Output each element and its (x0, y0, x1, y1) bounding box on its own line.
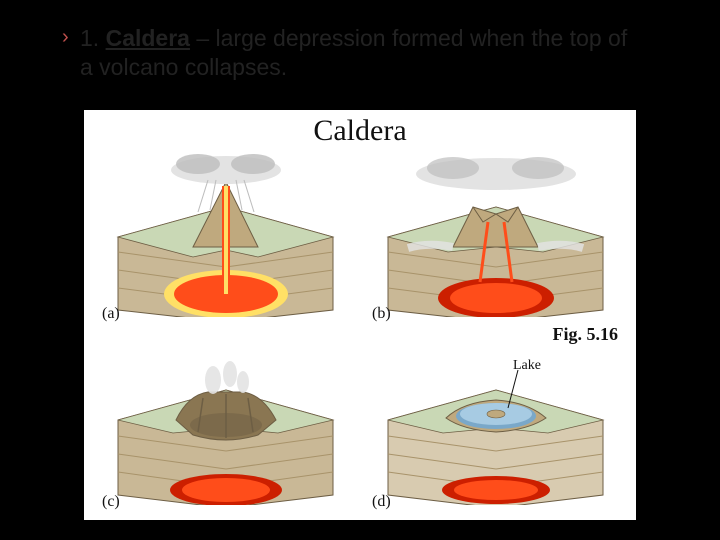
panel-d-label: (d) (372, 493, 391, 511)
panel-c-svg (98, 340, 353, 505)
bullet-term: Caldera (106, 25, 190, 51)
panel-a: (a) (98, 152, 353, 317)
figure-caldera: Caldera (84, 110, 636, 520)
panel-a-label: (a) (102, 305, 120, 323)
lake-label: Lake (513, 358, 541, 374)
bullet-number: 1. (80, 25, 106, 51)
bullet-marker: › (62, 25, 69, 50)
panel-b: (b) (368, 152, 623, 317)
panel-d-svg (368, 340, 623, 505)
panel-a-svg (98, 152, 353, 317)
figure-number: Fig. 5.16 (553, 324, 619, 345)
panel-c-label: (c) (102, 493, 120, 511)
bullet-text-block: › 1. Caldera – large depression formed w… (80, 24, 640, 82)
panel-c: (c) (98, 340, 353, 505)
panel-b-label: (b) (372, 305, 391, 323)
figure-title: Caldera (84, 114, 636, 148)
panel-d: Lake (d) (368, 340, 623, 505)
panel-b-svg (368, 152, 623, 317)
